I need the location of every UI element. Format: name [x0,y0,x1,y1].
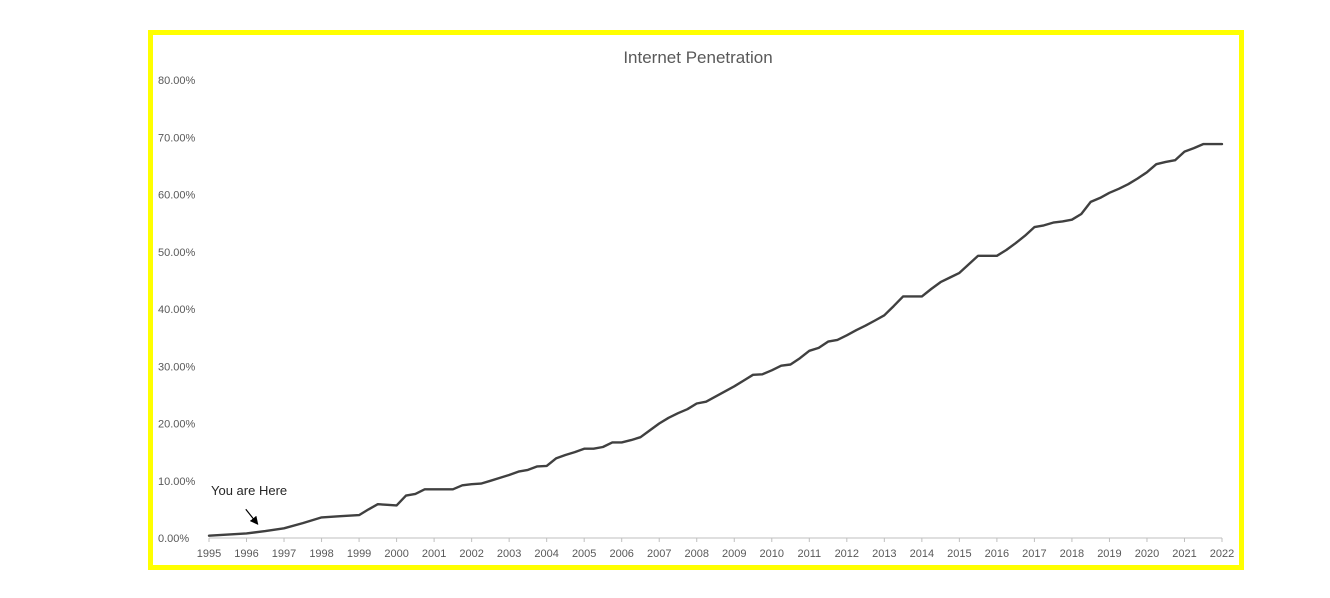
x-tick-label: 2021 [1172,548,1196,560]
x-tick-label: 2016 [985,548,1009,560]
y-tick-label: 30.00% [158,361,196,373]
x-tick-label: 2006 [609,548,633,560]
x-tick-label: 2022 [1210,548,1234,560]
x-axis: 1995 1996 1997 1998 1999 2000 2001 2002 2003 2004… [197,537,1234,560]
y-tick-label: 10.00% [158,476,196,488]
chart-frame: Internet Penetration 0.00% 10.00% 20.00% 30… [148,30,1244,570]
y-axis-labels: 0.00% 10.00% 20.00% 30.00% 40.00% 50.00% 60.00… [158,75,196,545]
x-tick-label: 2014 [910,548,934,560]
x-tick-label: 1997 [272,548,296,560]
y-tick-label: 60.00% [158,190,196,202]
y-tick-label: 80.00% [158,75,196,87]
x-tick-label: 1999 [347,548,371,560]
series-group [207,142,1224,537]
x-tick-label: 2020 [1135,548,1159,560]
x-tick-label: 2001 [422,548,446,560]
x-tick-label: 1998 [309,548,333,560]
x-tick-label: 2003 [497,548,521,560]
x-tick-label: 2017 [1022,548,1046,560]
x-tick-label: 2011 [797,548,821,560]
x-tick-label: 2010 [760,548,784,560]
annotation-you-are-here: You are Here [211,483,287,498]
x-tick-label: 2012 [835,548,859,560]
x-tick-label: 1995 [197,548,221,560]
y-tick-label: 70.00% [158,132,196,144]
y-tick-label: 40.00% [158,304,196,316]
annotation-arrow [245,508,259,525]
y-tick-label: 20.00% [158,419,196,431]
x-tick-label: 2000 [384,548,408,560]
x-tick-label: 2013 [872,548,896,560]
x-tick-label: 2005 [572,548,596,560]
x-tick-label: 2004 [534,548,558,560]
y-tick-label: 0.00% [158,533,189,545]
x-tick-label: 2002 [459,548,483,560]
x-tick-label: 1996 [234,548,258,560]
series-line [207,142,1224,537]
x-tick-label: 2015 [947,548,971,560]
x-tick-label: 2008 [684,548,708,560]
x-tick-label: 2019 [1097,548,1121,560]
chart-canvas: Internet Penetration 0.00% 10.00% 20.00% 30… [158,48,1234,560]
chart-title: Internet Penetration [623,48,772,67]
x-tick-label: 2018 [1060,548,1084,560]
x-tick-label: 2007 [647,548,671,560]
y-tick-label: 50.00% [158,247,196,259]
x-tick-label: 2009 [722,548,746,560]
annotation-group: You are Here [211,483,287,525]
